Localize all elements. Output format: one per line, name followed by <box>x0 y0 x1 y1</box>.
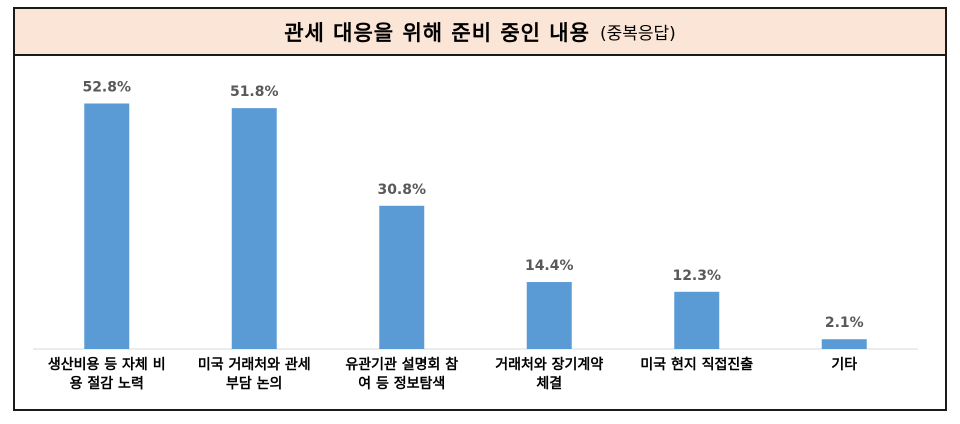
category-label-4-line-1: 거래처와 장기계약 <box>495 356 603 373</box>
bar-4 <box>526 282 572 349</box>
chart-title: 관세 대응을 위해 준비 중인 내용 <box>284 20 590 45</box>
bar-6 <box>821 339 867 349</box>
bar-2 <box>231 108 277 349</box>
bar-3 <box>379 205 425 349</box>
value-labels-group: 52.8% 51.8% 30.8% 14.4% 12.3% 2.1% <box>82 79 863 331</box>
value-label-5: 12.3% <box>672 268 721 284</box>
category-label-3-line-2: 여 등 정보탐색 <box>358 375 445 392</box>
value-label-4: 14.4% <box>525 258 574 274</box>
value-label-1: 52.8% <box>82 79 131 95</box>
category-label-3-line-1: 유관기관 설명회 참 <box>345 356 458 373</box>
category-label-5-line-1: 미국 현지 직접진출 <box>640 356 753 373</box>
category-label-6-line-1: 기타 <box>831 357 857 373</box>
value-label-2: 51.8% <box>230 84 279 100</box>
value-label-3: 30.8% <box>377 182 426 198</box>
bar-5 <box>674 291 720 349</box>
chart-title-bar: 관세 대응을 위해 준비 중인 내용 (중복응답) <box>15 9 945 56</box>
bars-group <box>84 103 867 349</box>
category-label-2-line-2: 부담 논의 <box>226 375 282 392</box>
chart-subtitle: (중복응답) <box>599 24 676 44</box>
value-label-6: 2.1% <box>825 315 864 331</box>
chart-frame: 관세 대응을 위해 준비 중인 내용 (중복응답) <box>13 7 947 411</box>
category-label-1-line-1: 생산비용 등 자체 비 <box>48 356 166 373</box>
category-label-2-line-1: 미국 거래처와 관세 <box>198 356 311 373</box>
category-label-1-line-2: 용 절감 노력 <box>70 375 144 392</box>
category-label-4-line-2: 체결 <box>536 375 562 392</box>
bar-1 <box>84 103 130 349</box>
